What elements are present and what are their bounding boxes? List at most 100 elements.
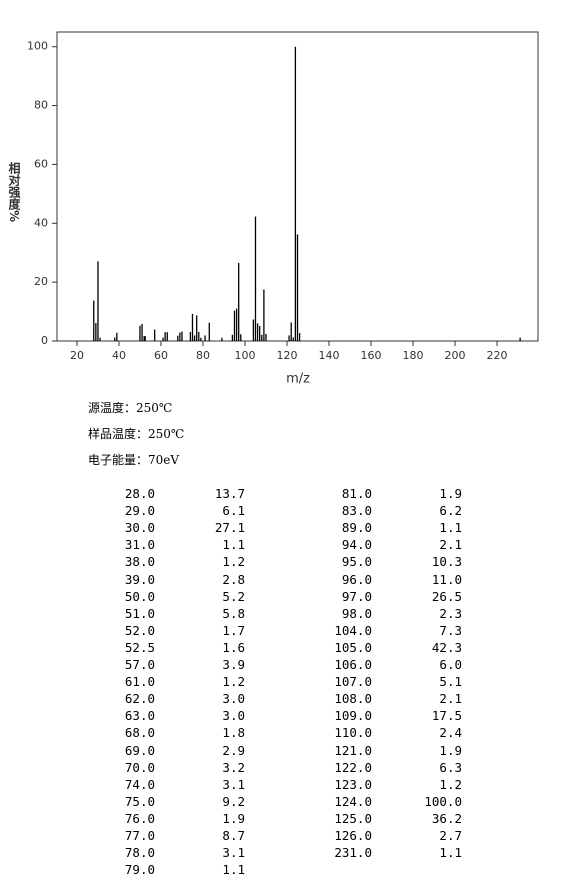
y-tick-label: 40 — [34, 216, 48, 229]
intensity-cell: 9.2 — [222, 793, 245, 809]
intensity-cell: 1.1 — [222, 537, 245, 553]
mz-cell: 31.0 — [124, 537, 155, 553]
mz-cell: 122.0 — [334, 759, 372, 775]
intensity-cell: 1.2 — [222, 674, 245, 690]
intensity-cell: 6.3 — [439, 759, 462, 775]
mz-cell: 50.0 — [124, 588, 155, 604]
mz-cell: 69.0 — [124, 742, 155, 758]
mz-cell: 94.0 — [341, 537, 372, 553]
x-tick-label: 120 — [276, 349, 297, 362]
intensity-cell: 3.1 — [222, 776, 245, 792]
y-axis-label: 相对强度% — [7, 161, 21, 222]
mz-cell: 52.0 — [124, 622, 155, 638]
intensity-cell: 3.9 — [222, 657, 245, 672]
intensity-cell: 6.0 — [439, 657, 462, 672]
mz-cell: 123.0 — [334, 776, 372, 792]
mz-cell: 109.0 — [334, 708, 372, 724]
intensity-cell: 3.2 — [222, 759, 245, 775]
intensity-cell: 2.4 — [439, 725, 462, 741]
intensity-cell: 3.0 — [222, 691, 245, 707]
mz-cell: 89.0 — [341, 520, 372, 536]
mz-cell: 95.0 — [341, 554, 372, 570]
info-line: 样品温度：250℃ — [88, 427, 185, 441]
intensity-cell: 5.8 — [222, 605, 245, 621]
mz-cell: 28.0 — [124, 486, 155, 501]
x-tick-label: 200 — [445, 349, 466, 362]
mz-cell: 231.0 — [334, 845, 372, 861]
intensity-cell: 26.5 — [431, 588, 462, 604]
mz-cell: 97.0 — [341, 588, 372, 604]
intensity-cell: 1.2 — [222, 554, 245, 570]
mz-cell: 52.5 — [124, 639, 155, 655]
intensity-cell: 1.2 — [439, 776, 462, 792]
intensity-cell: 1.8 — [222, 725, 245, 741]
mz-cell: 75.0 — [124, 793, 155, 809]
intensity-cell: 6.2 — [439, 503, 462, 519]
intensity-cell: 1.1 — [222, 862, 245, 878]
x-tick-label: 40 — [112, 349, 126, 362]
intensity-cell: 2.8 — [222, 571, 245, 587]
intensity-cell: 2.9 — [222, 742, 245, 758]
mz-cell: 51.0 — [124, 605, 155, 621]
intensity-cell: 1.1 — [439, 520, 462, 536]
mz-cell: 30.0 — [124, 520, 155, 536]
mz-cell: 62.0 — [124, 691, 155, 707]
intensity-cell: 13.7 — [214, 486, 245, 501]
mz-cell: 83.0 — [341, 503, 372, 519]
mz-cell: 68.0 — [124, 725, 155, 741]
mz-cell: 124.0 — [334, 793, 372, 809]
x-tick-label: 180 — [403, 349, 424, 362]
intensity-cell: 5.1 — [439, 674, 462, 690]
intensity-cell: 1.9 — [439, 486, 462, 501]
intensity-cell: 3.0 — [222, 708, 245, 724]
y-tick-label: 80 — [34, 99, 48, 112]
mz-cell: 74.0 — [124, 776, 155, 792]
chart: m/z 相对强度% 0 20 40 60 80 100 20 40 60 80 100 120 140 1… — [7, 31, 539, 387]
x-tick-label: 220 — [487, 349, 508, 362]
intensity-cell: 36.2 — [431, 810, 462, 826]
y-tick-label: 0 — [41, 334, 48, 347]
mz-cell: 77.0 — [124, 828, 155, 843]
intensity-cell: 8.7 — [222, 828, 245, 843]
intensity-cell: 5.2 — [222, 588, 245, 604]
intensity-cell: 6.1 — [222, 503, 245, 519]
intensity-cell: 2.1 — [439, 691, 462, 707]
x-tick-label: 60 — [154, 349, 168, 362]
intensity-cell: 3.1 — [222, 845, 245, 861]
intensity-cell: 2.3 — [439, 605, 462, 621]
mz-cell: 76.0 — [124, 810, 155, 826]
intensity-cell: 11.0 — [431, 571, 462, 587]
mz-cell: 105.0 — [334, 639, 372, 655]
mz-cell: 61.0 — [124, 674, 155, 690]
mz-cell: 110.0 — [334, 725, 372, 741]
intensity-cell: 100.0 — [424, 793, 462, 809]
mz-cell: 98.0 — [341, 605, 372, 621]
x-tick-label: 100 — [234, 349, 255, 362]
mz-cell: 107.0 — [334, 674, 372, 690]
mz-cell: 104.0 — [334, 622, 372, 638]
y-tick-label: 60 — [34, 157, 48, 170]
intensity-cell: 10.3 — [431, 554, 462, 570]
x-tick-label: 140 — [319, 349, 340, 362]
intensity-cell: 2.7 — [439, 828, 462, 843]
info-line: 源温度：250℃ — [88, 401, 173, 415]
intensity-cell: 2.1 — [439, 537, 462, 553]
x-tick-label: 80 — [196, 349, 210, 362]
mz-cell: 63.0 — [124, 708, 155, 724]
intensity-cell: 1.7 — [222, 622, 245, 638]
intensity-cell: 17.5 — [431, 708, 462, 724]
y-tick-label: 20 — [34, 275, 48, 288]
intensity-cell: 1.6 — [222, 639, 245, 655]
intensity-cell: 1.9 — [222, 810, 245, 826]
intensity-cell: 1.9 — [439, 742, 462, 758]
intensity-cell: 27.1 — [214, 520, 245, 536]
mz-cell: 126.0 — [334, 828, 372, 843]
mz-cell: 96.0 — [341, 571, 372, 587]
mz-cell: 78.0 — [124, 845, 155, 861]
mz-cell: 29.0 — [124, 503, 155, 519]
intensity-cell: 1.1 — [439, 845, 462, 861]
mz-cell: 39.0 — [124, 571, 155, 587]
x-axis-label: m/z — [286, 372, 310, 387]
info-line: 电子能量：70eV — [88, 453, 180, 467]
